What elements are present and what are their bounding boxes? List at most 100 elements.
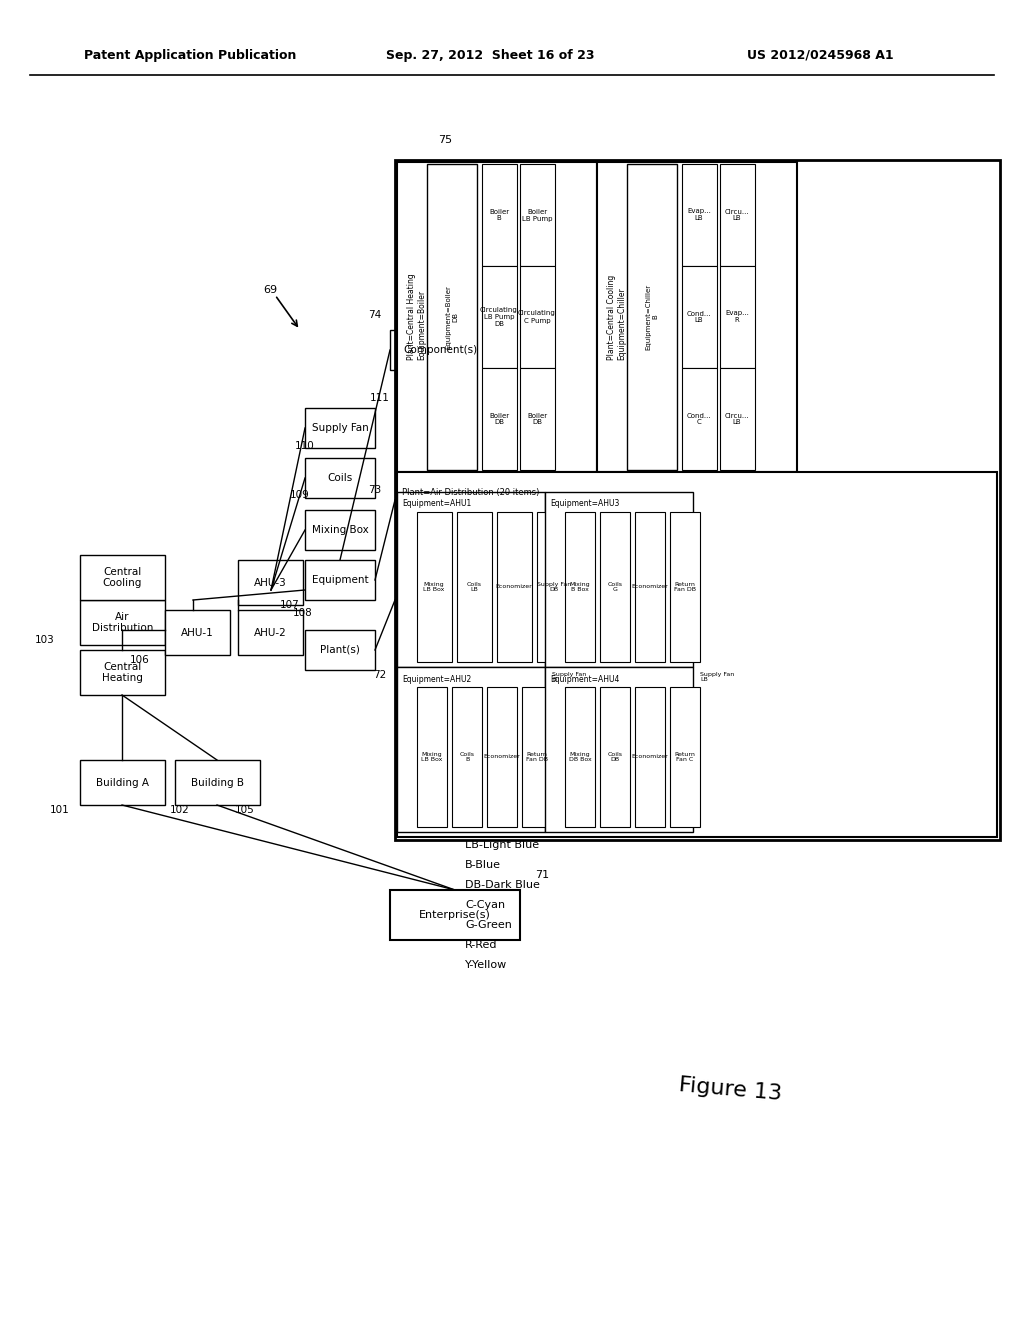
Text: Plant=Central Cooling
Equipment=Chiller: Plant=Central Cooling Equipment=Chiller <box>607 275 627 359</box>
Text: Mixing
B Box: Mixing B Box <box>569 582 590 593</box>
Bar <box>682 164 717 267</box>
Text: US 2012/0245968 A1: US 2012/0245968 A1 <box>746 49 893 62</box>
Bar <box>520 164 555 267</box>
Bar <box>482 368 517 470</box>
Text: G-Green: G-Green <box>465 920 512 931</box>
Text: Supply Fan
B: Supply Fan B <box>552 672 587 682</box>
Bar <box>175 760 260 805</box>
Text: 73: 73 <box>369 484 382 495</box>
Text: AHU-3: AHU-3 <box>254 578 287 587</box>
Text: Mixing
LB Box: Mixing LB Box <box>421 751 442 763</box>
Text: Coils
DB: Coils DB <box>607 751 623 763</box>
Bar <box>80 760 165 805</box>
Text: Mixing Box: Mixing Box <box>311 525 369 535</box>
Bar <box>635 686 665 828</box>
Text: Coils: Coils <box>328 473 352 483</box>
Text: Building B: Building B <box>191 777 244 788</box>
Text: Return
Fan C: Return Fan C <box>675 751 695 763</box>
Text: Plant=Air Distribution (20 items): Plant=Air Distribution (20 items) <box>402 487 540 496</box>
Text: 75: 75 <box>438 135 452 145</box>
Bar <box>627 164 677 470</box>
Text: 109: 109 <box>290 490 310 500</box>
Text: DB-Dark Blue: DB-Dark Blue <box>465 880 540 890</box>
Bar <box>305 408 375 447</box>
Text: Figure 13: Figure 13 <box>678 1076 782 1105</box>
Bar <box>545 667 693 832</box>
Text: Cond...
LB: Cond... LB <box>687 310 712 323</box>
Bar <box>305 630 375 671</box>
Text: Mixing
LB Box: Mixing LB Box <box>423 582 444 593</box>
Text: 103: 103 <box>35 635 55 645</box>
Bar <box>165 610 230 655</box>
Text: Boiler
B: Boiler B <box>488 209 509 222</box>
Bar <box>670 512 700 663</box>
Text: Supply Fan: Supply Fan <box>311 422 369 433</box>
Text: 69: 69 <box>263 285 278 294</box>
Text: Economizer: Economizer <box>483 755 520 759</box>
Text: Supply Fan
LB: Supply Fan LB <box>700 672 734 682</box>
Text: 108: 108 <box>293 609 313 618</box>
Text: 72: 72 <box>374 671 387 680</box>
Text: Boiler
DB: Boiler DB <box>527 412 547 425</box>
Text: R-Red: R-Red <box>465 940 498 950</box>
Bar <box>80 649 165 696</box>
Text: Evap...
LB: Evap... LB <box>687 209 711 222</box>
Bar <box>390 330 490 370</box>
Bar <box>80 601 165 645</box>
Bar <box>670 686 700 828</box>
Bar <box>452 686 482 828</box>
Bar <box>520 267 555 368</box>
Text: Return
Fan DB: Return Fan DB <box>526 751 548 763</box>
Bar <box>395 160 1000 840</box>
Bar <box>537 512 572 663</box>
Bar <box>390 890 520 940</box>
Bar <box>305 510 375 550</box>
Bar <box>427 164 477 470</box>
Text: 106: 106 <box>130 655 150 665</box>
Bar <box>635 512 665 663</box>
Bar <box>482 267 517 368</box>
Bar <box>305 458 375 498</box>
Text: Coils
G: Coils G <box>607 582 623 593</box>
Text: Central
Cooling: Central Cooling <box>102 566 142 589</box>
Bar <box>238 560 303 605</box>
Bar <box>600 512 630 663</box>
Bar <box>520 368 555 470</box>
Text: AHU-2: AHU-2 <box>254 627 287 638</box>
Bar <box>238 610 303 655</box>
Text: Coils
B: Coils B <box>460 751 474 763</box>
Bar <box>545 492 693 667</box>
Text: 102: 102 <box>170 805 189 814</box>
Bar <box>397 162 597 473</box>
Text: Equipment=AHU3: Equipment=AHU3 <box>550 499 620 508</box>
Text: Circu...
LB: Circu... LB <box>725 412 750 425</box>
Text: Economizer: Economizer <box>632 755 669 759</box>
Bar <box>417 686 447 828</box>
Bar <box>565 686 595 828</box>
Text: Plant(s): Plant(s) <box>321 645 360 655</box>
Bar <box>397 667 545 832</box>
Text: Patent Application Publication: Patent Application Publication <box>84 49 296 62</box>
Text: 101: 101 <box>50 805 70 814</box>
Bar <box>720 368 755 470</box>
Bar <box>482 164 517 267</box>
Text: 111: 111 <box>370 393 390 403</box>
Text: LB-Light Blue: LB-Light Blue <box>465 840 539 850</box>
Bar <box>565 512 595 663</box>
Text: Supply Fan
DB: Supply Fan DB <box>537 582 571 593</box>
Bar <box>522 686 552 828</box>
Text: Y-Yellow: Y-Yellow <box>465 960 507 970</box>
Text: Equipment=Chiller
B: Equipment=Chiller B <box>645 284 658 350</box>
Text: Economizer: Economizer <box>632 585 669 590</box>
Bar <box>682 368 717 470</box>
Text: Mixing
DB Box: Mixing DB Box <box>568 751 592 763</box>
Text: AHU-1: AHU-1 <box>181 627 214 638</box>
Text: Return
Fan DB: Return Fan DB <box>674 582 696 593</box>
Text: Equipment=AHU1: Equipment=AHU1 <box>402 499 471 508</box>
Bar <box>457 512 492 663</box>
Bar <box>497 512 532 663</box>
Text: 107: 107 <box>281 601 300 610</box>
Text: 105: 105 <box>236 805 255 814</box>
Text: Circulating
C Pump: Circulating C Pump <box>518 310 556 323</box>
Text: Equipment=AHU2: Equipment=AHU2 <box>402 675 471 684</box>
